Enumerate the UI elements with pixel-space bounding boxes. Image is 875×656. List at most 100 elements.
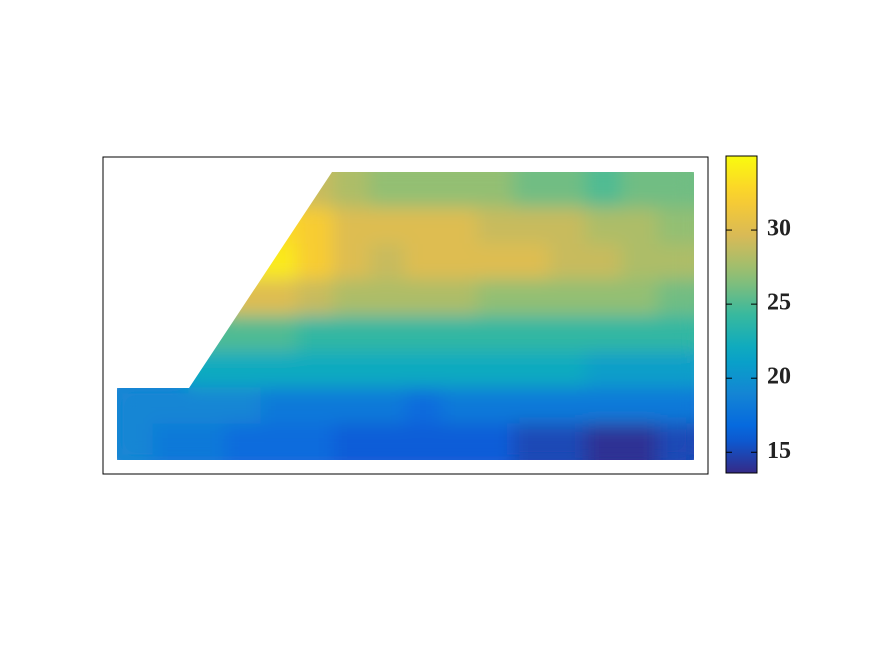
heat-cell	[188, 387, 226, 425]
heat-cell	[585, 423, 623, 460]
heat-cell	[368, 172, 406, 209]
heat-cell	[441, 243, 479, 281]
heat-cell	[224, 351, 262, 389]
heat-cell	[260, 315, 298, 353]
heat-cell	[657, 315, 694, 353]
colorbar-tick-label: 25	[767, 290, 791, 316]
heat-cell	[368, 279, 406, 317]
heat-cell	[585, 351, 623, 389]
heat-cell	[621, 207, 659, 245]
heat-cell	[405, 243, 443, 281]
heat-cell	[657, 207, 694, 245]
heat-cell	[296, 315, 334, 353]
heat-cell	[513, 315, 551, 353]
heat-cell	[405, 172, 443, 209]
heat-cell	[332, 172, 370, 209]
colorbar	[725, 155, 758, 474]
heat-cell	[585, 387, 623, 425]
heat-cell	[152, 387, 190, 425]
heat-cell	[513, 351, 551, 389]
heat-cell	[585, 172, 623, 209]
heat-cell	[296, 279, 334, 317]
colorbar-tick-label: 15	[767, 438, 791, 464]
heat-cell	[441, 387, 479, 425]
heat-cell	[332, 387, 370, 425]
heat-cell	[441, 351, 479, 389]
colorbar-axis: 15 20 25 30	[726, 216, 791, 464]
heat-cell	[621, 315, 659, 353]
heat-cell	[405, 315, 443, 353]
heat-cell	[621, 279, 659, 317]
heat-cell	[549, 172, 587, 209]
heat-cell	[477, 207, 515, 245]
heat-cell	[513, 279, 551, 317]
heat-cell	[368, 315, 406, 353]
heat-cell	[117, 387, 154, 425]
heat-cell	[621, 387, 659, 425]
heat-cell	[332, 351, 370, 389]
heat-cell	[368, 207, 406, 245]
heat-cell	[117, 423, 154, 460]
heat-cell	[188, 423, 226, 460]
heat-cell	[621, 243, 659, 281]
heatmap	[117, 172, 694, 460]
heat-cell	[332, 243, 370, 281]
heat-cell	[549, 423, 587, 460]
heat-cell	[224, 387, 262, 425]
heat-cell	[549, 315, 587, 353]
heat-cell	[585, 207, 623, 245]
heat-cell	[441, 172, 479, 209]
heat-cell	[621, 351, 659, 389]
heat-cell	[585, 315, 623, 353]
heat-cell	[477, 387, 515, 425]
colorbar-tick-label: 20	[767, 364, 791, 390]
heat-cell	[441, 279, 479, 317]
heat-cell	[513, 387, 551, 425]
heat-cell	[260, 279, 298, 317]
heat-cell	[405, 279, 443, 317]
heat-cell	[657, 243, 694, 281]
field-clip	[117, 172, 694, 460]
heat-cell	[477, 315, 515, 353]
heat-cell	[260, 423, 298, 460]
heat-cell	[585, 243, 623, 281]
heat-cell	[368, 423, 406, 460]
heat-cell	[513, 243, 551, 281]
heat-cell	[513, 207, 551, 245]
heat-cell	[368, 243, 406, 281]
heat-cell	[296, 387, 334, 425]
heat-cell	[477, 172, 515, 209]
heat-cell	[441, 315, 479, 353]
heat-cell	[332, 207, 370, 245]
heat-cell	[477, 423, 515, 460]
heat-cell	[405, 207, 443, 245]
heat-cell	[441, 423, 479, 460]
heat-cell	[368, 351, 406, 389]
heat-cell	[657, 387, 694, 425]
heat-cell	[296, 243, 334, 281]
heat-cell	[549, 351, 587, 389]
heat-cell	[260, 387, 298, 425]
heat-cell	[405, 387, 443, 425]
heat-cell	[477, 351, 515, 389]
heat-cell	[368, 387, 406, 425]
heat-cell	[621, 423, 659, 460]
heat-cell	[296, 351, 334, 389]
heat-cell	[621, 172, 659, 209]
heat-cell	[657, 279, 694, 317]
heat-cell	[260, 351, 298, 389]
heat-cell	[477, 243, 515, 281]
heat-cell	[477, 279, 515, 317]
heat-cell	[332, 279, 370, 317]
heat-cell	[513, 423, 551, 460]
heat-cell	[405, 351, 443, 389]
heat-cell	[549, 279, 587, 317]
heat-cell	[224, 423, 262, 460]
heat-cell	[657, 351, 694, 389]
heat-cell	[585, 279, 623, 317]
colorbar-tick-label: 30	[767, 216, 791, 242]
heat-cell	[152, 423, 190, 460]
heat-cell	[549, 387, 587, 425]
heat-cell	[657, 172, 694, 209]
